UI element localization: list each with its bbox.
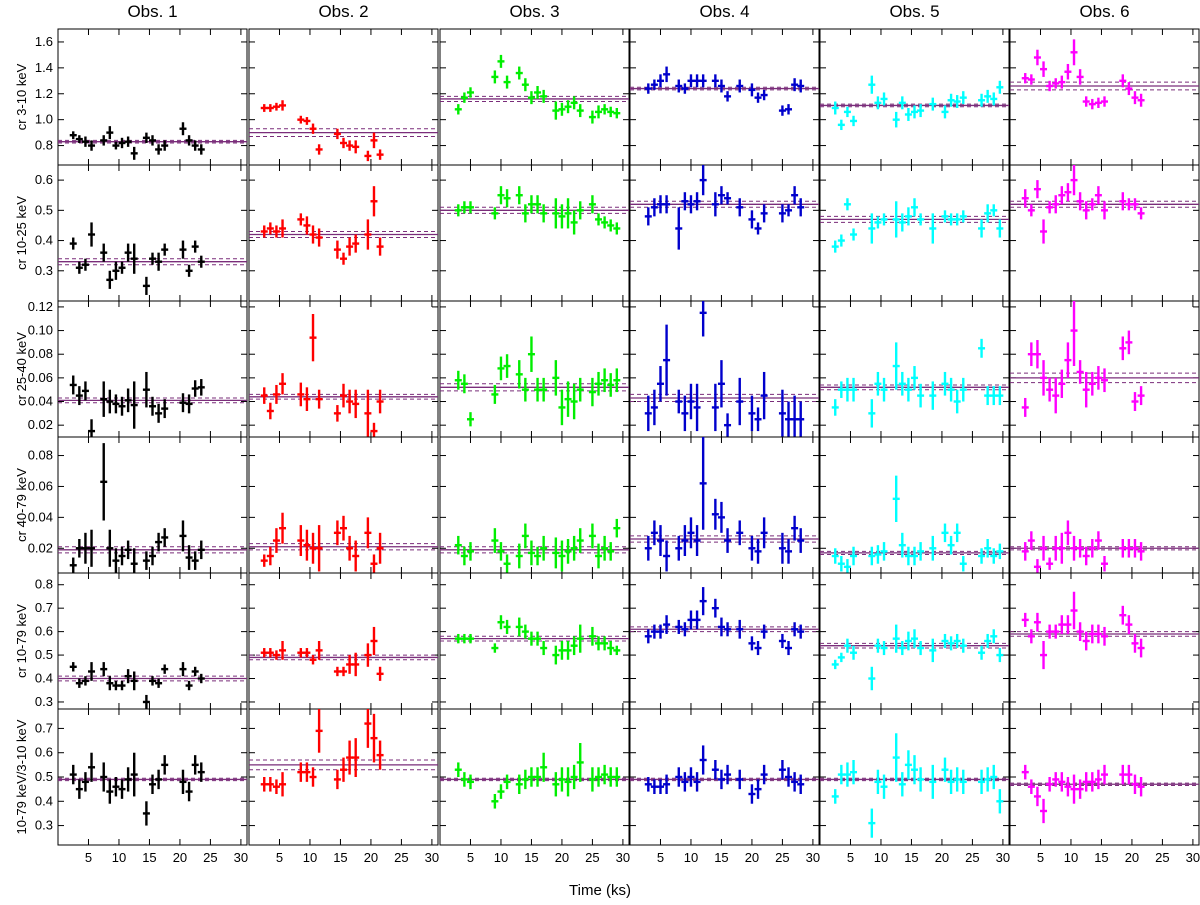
ytick-label: 0.08 bbox=[28, 448, 53, 463]
xtick-label: 30 bbox=[616, 850, 630, 865]
panel-r3-c4-frame bbox=[629, 300, 820, 438]
panel-r5-c2-frame bbox=[248, 572, 439, 710]
panel-r4-c6-frame bbox=[1009, 436, 1200, 574]
column-title-obs-3: Obs. 3 bbox=[509, 2, 559, 21]
ytick-label: 0.6 bbox=[35, 624, 53, 639]
ytick-label: 0.04 bbox=[28, 394, 53, 409]
xtick-label: 30 bbox=[996, 850, 1010, 865]
xtick-label: 5 bbox=[467, 850, 474, 865]
xtick-label: 5 bbox=[276, 850, 283, 865]
xtick-label: 20 bbox=[1125, 850, 1139, 865]
xtick-label: 20 bbox=[935, 850, 949, 865]
xtick-label: 15 bbox=[333, 850, 347, 865]
ytick-label: 0.4 bbox=[35, 793, 53, 808]
ytick-label: 0.12 bbox=[28, 299, 53, 314]
ytick-label: 0.8 bbox=[35, 138, 53, 153]
xtick-label: 15 bbox=[524, 850, 538, 865]
xtick-label: 25 bbox=[585, 850, 599, 865]
panel-r2-c4-frame bbox=[629, 164, 820, 302]
xtick-label: 5 bbox=[847, 850, 854, 865]
xtick-label: 30 bbox=[806, 850, 820, 865]
ytick-label: 0.5 bbox=[35, 202, 53, 217]
ytick-label: 0.04 bbox=[28, 509, 53, 524]
xtick-label: 25 bbox=[775, 850, 789, 865]
xtick-label: 20 bbox=[173, 850, 187, 865]
column-title-obs-4: Obs. 4 bbox=[699, 2, 749, 21]
row-ylabel-4: cr 40-79 keV bbox=[14, 468, 29, 542]
xtick-label: 10 bbox=[1064, 850, 1078, 865]
row-ylabel-6: 10-79 keV/3-10 keV bbox=[14, 719, 29, 834]
xtick-label: 30 bbox=[425, 850, 439, 865]
ytick-label: 0.10 bbox=[28, 323, 53, 338]
xtick-label: 25 bbox=[1155, 850, 1169, 865]
ytick-label: 0.08 bbox=[28, 346, 53, 361]
ytick-label: 0.02 bbox=[28, 417, 53, 432]
row-ylabel-5: cr 10-79 keV bbox=[14, 604, 29, 678]
x-axis-title: Time (ks) bbox=[569, 882, 631, 899]
xtick-label: 5 bbox=[657, 850, 664, 865]
xtick-label: 30 bbox=[234, 850, 248, 865]
xtick-label: 20 bbox=[364, 850, 378, 865]
xtick-label: 10 bbox=[874, 850, 888, 865]
panel-r5-c1-frame bbox=[57, 572, 248, 710]
xtick-label: 10 bbox=[112, 850, 126, 865]
column-title-obs-5: Obs. 5 bbox=[889, 2, 939, 21]
ytick-label: 0.3 bbox=[35, 263, 53, 278]
ytick-label: 1.4 bbox=[35, 60, 53, 75]
ytick-label: 0.7 bbox=[35, 720, 53, 735]
xtick-label: 25 bbox=[203, 850, 217, 865]
xtick-label: 15 bbox=[904, 850, 918, 865]
ytick-label: 0.5 bbox=[35, 769, 53, 784]
xtick-label: 20 bbox=[745, 850, 759, 865]
panel-r3-c1-frame bbox=[57, 300, 248, 438]
column-title-obs-6: Obs. 6 bbox=[1079, 2, 1129, 21]
panel-r3-c3-frame bbox=[439, 300, 630, 438]
xtick-label: 10 bbox=[494, 850, 508, 865]
xtick-label: 15 bbox=[1094, 850, 1108, 865]
xtick-label: 25 bbox=[394, 850, 408, 865]
xtick-label: 10 bbox=[303, 850, 317, 865]
ytick-label: 0.6 bbox=[35, 745, 53, 760]
ytick-label: 0.3 bbox=[35, 818, 53, 833]
ytick-label: 0.4 bbox=[35, 671, 53, 686]
xtick-label: 25 bbox=[965, 850, 979, 865]
xtick-label: 10 bbox=[684, 850, 698, 865]
ytick-label: 0.8 bbox=[35, 577, 53, 592]
ytick-label: 1.6 bbox=[35, 34, 53, 49]
ytick-label: 0.6 bbox=[35, 172, 53, 187]
xtick-label: 20 bbox=[555, 850, 569, 865]
xtick-label: 15 bbox=[714, 850, 728, 865]
xtick-label: 5 bbox=[1037, 850, 1044, 865]
ytick-label: 0.06 bbox=[28, 478, 53, 493]
row-ylabel-2: cr 10-25 keV bbox=[14, 196, 29, 270]
panel-r4-c4-frame bbox=[629, 436, 820, 574]
column-title-obs-2: Obs. 2 bbox=[318, 2, 368, 21]
ytick-label: 0.5 bbox=[35, 647, 53, 662]
ytick-label: 1.2 bbox=[35, 86, 53, 101]
row-ylabel-3: cr 25-40 keV bbox=[14, 332, 29, 406]
xtick-label: 5 bbox=[85, 850, 92, 865]
row-ylabel-1: cr 3-10 keV bbox=[14, 63, 29, 130]
ytick-label: 0.02 bbox=[28, 540, 53, 555]
ytick-label: 1.0 bbox=[35, 112, 53, 127]
panel-r5-c4-frame bbox=[629, 572, 820, 710]
ytick-label: 0.06 bbox=[28, 370, 53, 385]
panel-r2-c1-frame bbox=[57, 164, 248, 302]
ytick-label: 0.7 bbox=[35, 600, 53, 615]
ytick-label: 0.3 bbox=[35, 694, 53, 709]
panel-r3-c2-frame bbox=[248, 300, 439, 438]
xtick-label: 15 bbox=[142, 850, 156, 865]
panel-r2-c3-frame bbox=[439, 164, 630, 302]
column-title-obs-1: Obs. 1 bbox=[127, 2, 177, 21]
ytick-label: 0.4 bbox=[35, 233, 53, 248]
xtick-label: 30 bbox=[1186, 850, 1200, 865]
